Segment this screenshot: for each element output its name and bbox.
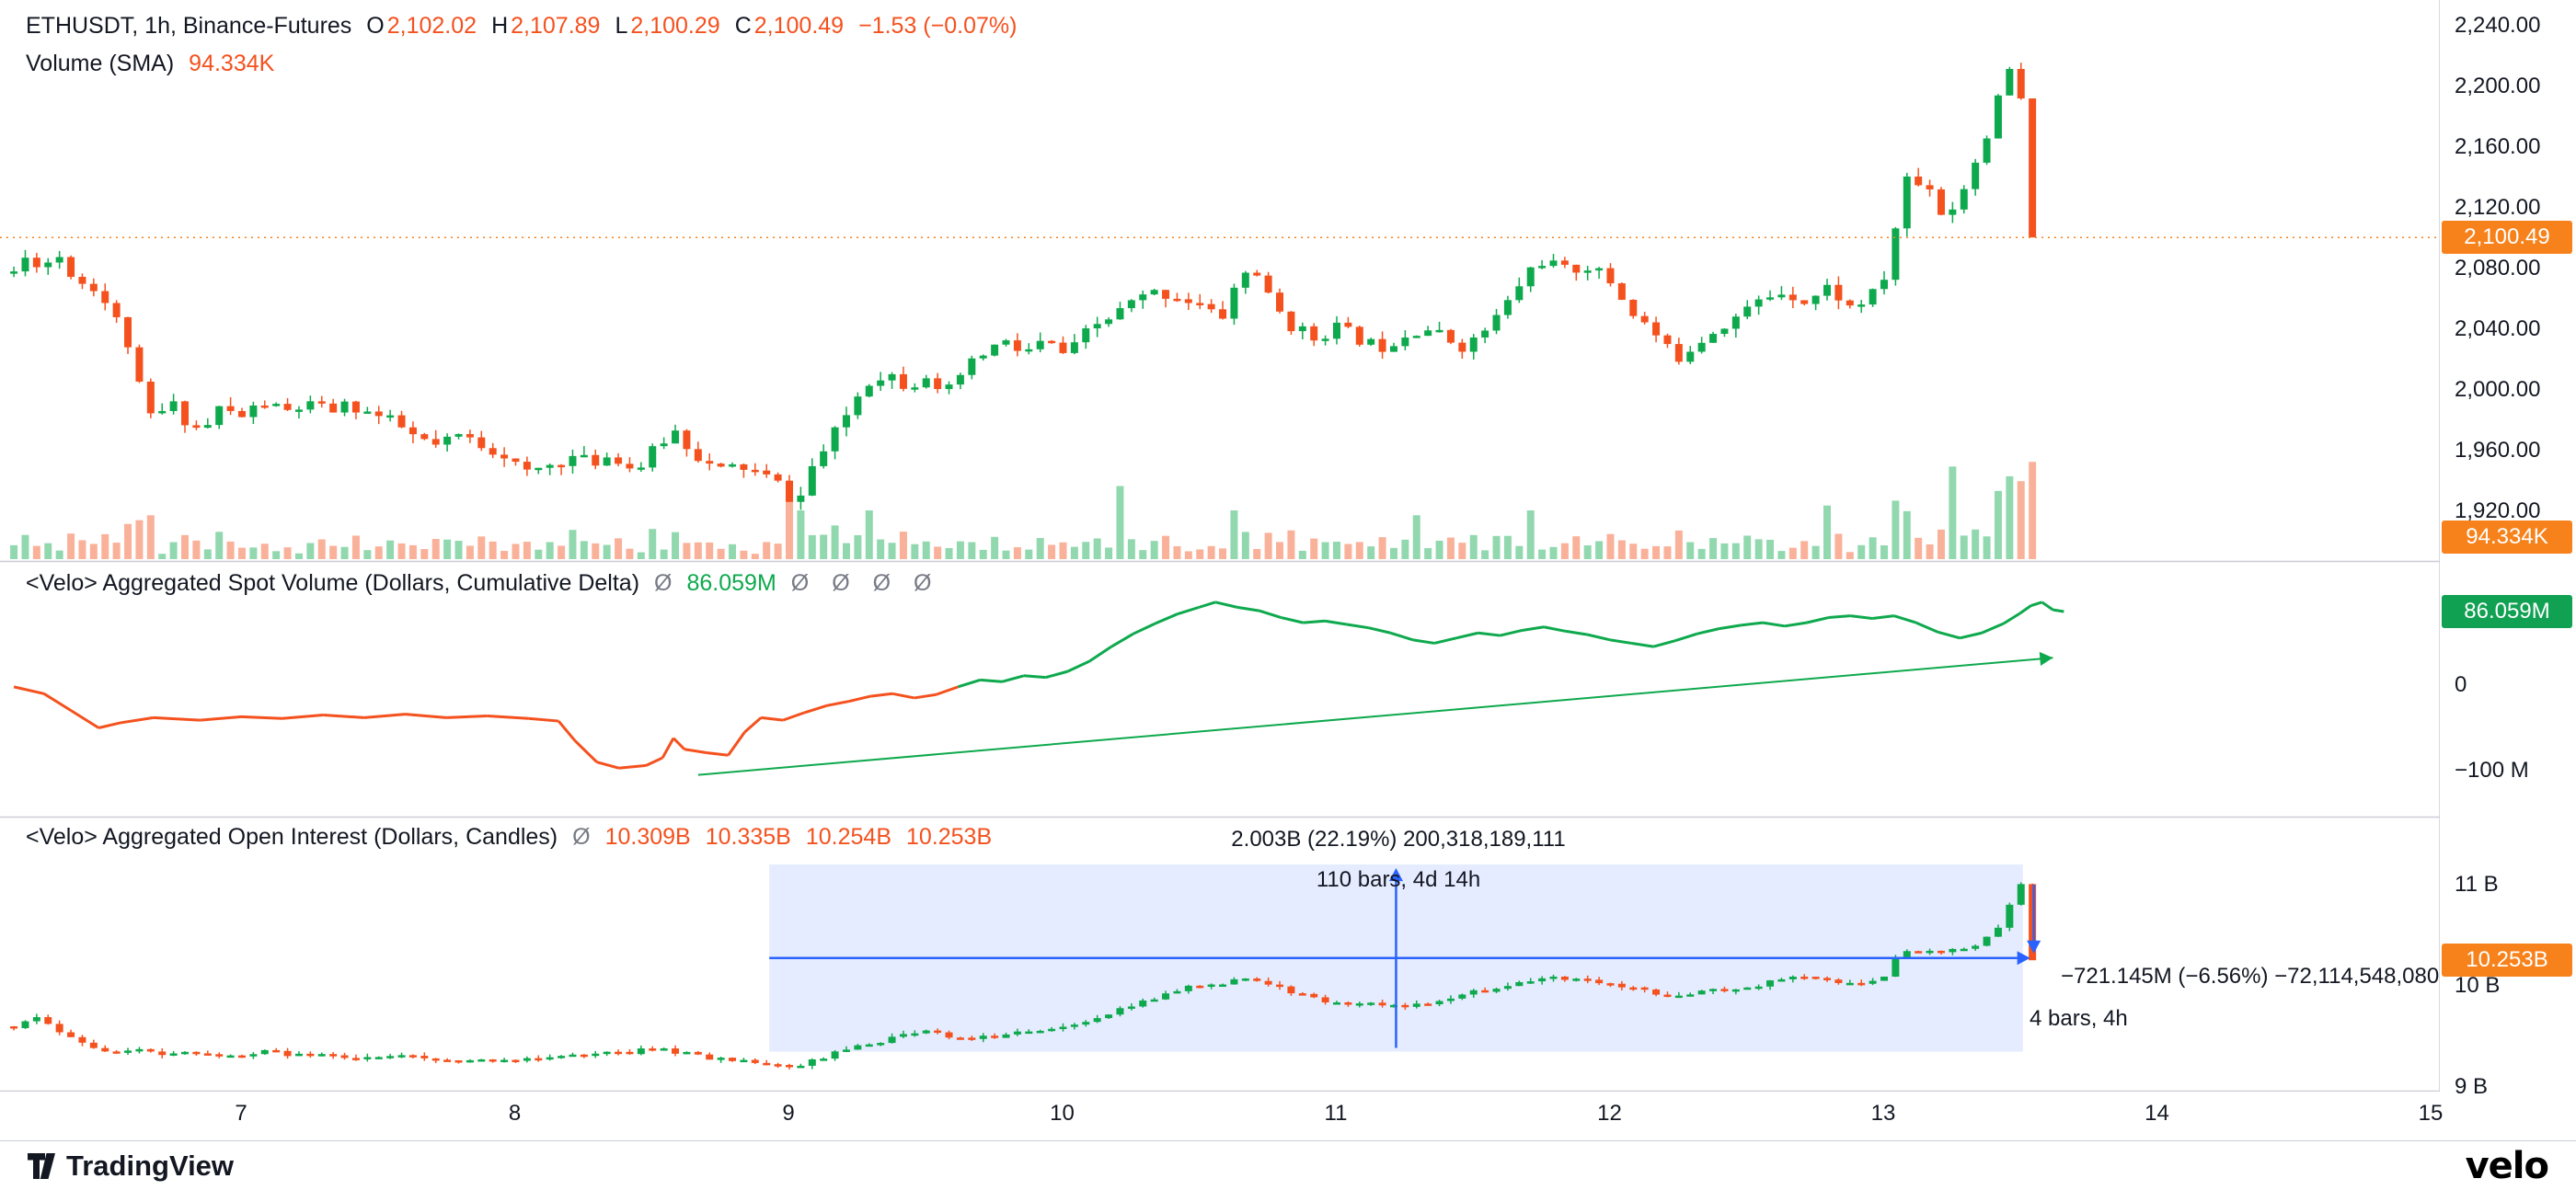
oi-low-value: 10.254B <box>805 824 891 850</box>
axis-tick-label: 2,080.00 <box>2455 256 2541 280</box>
ohlc-open: O 2,102.02 <box>366 13 477 40</box>
last-price-badge: 2,100.49 <box>2442 221 2572 255</box>
axis-tick-label: 2,240.00 <box>2455 13 2541 38</box>
tradingview-logo[interactable]: TradingView <box>28 1150 234 1183</box>
spot-cvd-legend: <Velo> Aggregated Spot Volume (Dollars, … <box>26 570 931 597</box>
measure-bars-label: 110 bars, 4d 14h <box>1316 867 1481 892</box>
time-tick-label: 9 <box>782 1101 795 1126</box>
open-interest-legend: <Velo> Aggregated Open Interest (Dollars… <box>26 824 992 851</box>
velo-wordmark[interactable]: velo <box>2465 1144 2549 1187</box>
tradingview-icon <box>28 1152 55 1179</box>
axis-tick-label: 1,960.00 <box>2455 438 2541 463</box>
spot-null-values: Ø Ø Ø Ø <box>790 570 932 596</box>
time-tick-label: 8 <box>508 1101 522 1126</box>
change-value: −1.53 (−0.07%) <box>858 13 1018 39</box>
axis-tick-label: 2,000.00 <box>2455 377 2541 402</box>
axis-tick-label: 2,200.00 <box>2455 74 2541 98</box>
axis-tick-label: 0 <box>2455 672 2467 697</box>
measure2-bars-label: 4 bars, 4h <box>2030 1006 2128 1031</box>
tradingview-wordmark: TradingView <box>66 1149 235 1182</box>
open-label: O <box>366 13 385 39</box>
ohlc-high: H 2,107.89 <box>491 13 600 40</box>
time-tick-label: 15 <box>2418 1101 2444 1126</box>
axis-tick-label: 11 B <box>2455 872 2499 897</box>
volume-value: 94.334K <box>189 51 275 76</box>
low-value: 2,100.29 <box>630 13 720 39</box>
time-tick-label: 14 <box>2145 1101 2169 1126</box>
spot-cvd-badge: 86.059M <box>2442 594 2572 628</box>
symbol-title[interactable]: ETHUSDT, 1h, Binance-Futures <box>26 13 352 39</box>
low-label: L <box>615 13 628 39</box>
time-scale[interactable]: 7 8 9 10 11 12 13 14 15 <box>0 1092 2443 1140</box>
volume-badge: 94.334K <box>2442 521 2572 554</box>
axis-tick-label: 2,040.00 <box>2455 316 2541 341</box>
measure-change-label: 2.003B (22.19%) 200,318,189,111 <box>1231 827 1566 852</box>
close-value: 2,100.49 <box>753 13 845 39</box>
measure2-change-label: −721.145M (−6.56%) −72,114,548,080 <box>2061 964 2440 989</box>
axis-tick-label: 10 B <box>2455 973 2501 998</box>
price-legend: ETHUSDT, 1h, Binance-Futures O 2,102.02 H… <box>26 13 1017 40</box>
axis-tick-label: 2,120.00 <box>2455 195 2541 220</box>
open-interest-badge: 10.253B <box>2442 944 2572 978</box>
spot-cvd-title[interactable]: <Velo> Aggregated Spot Volume (Dollars, … <box>26 570 640 596</box>
axis-tick-label: 1,920.00 <box>2455 498 2541 523</box>
volume-label[interactable]: Volume (SMA) <box>26 51 175 76</box>
axis-tick-label: −100 M <box>2455 758 2529 783</box>
oi-close-value: 10.253B <box>906 824 993 850</box>
chart-canvas[interactable] <box>0 0 2576 1140</box>
high-value: 2,107.89 <box>511 13 601 39</box>
spot-null-value: Ø <box>654 570 673 596</box>
time-tick-label: 11 <box>1324 1101 1348 1126</box>
ohlc-close: C 2,100.49 <box>735 13 844 40</box>
axis-tick-label: 2,160.00 <box>2455 134 2541 159</box>
footer: TradingView velo <box>0 1140 2576 1190</box>
spot-cvd-value: 86.059M <box>686 570 776 596</box>
ohlc-low: L 2,100.29 <box>615 13 719 40</box>
axis-tick-label: 9 B <box>2455 1074 2489 1099</box>
time-tick-label: 7 <box>235 1101 247 1126</box>
close-label: C <box>734 13 752 39</box>
high-label: H <box>491 13 509 39</box>
volume-legend: Volume (SMA) 94.334K <box>26 51 274 77</box>
oi-open-value: 10.309B <box>604 824 691 850</box>
time-tick-label: 13 <box>1870 1101 1896 1126</box>
open-value: 2,102.02 <box>386 13 477 39</box>
time-tick-label: 12 <box>1597 1101 1622 1126</box>
oi-null-value: Ø <box>572 824 591 850</box>
oi-high-value: 10.335B <box>705 824 791 850</box>
time-tick-label: 10 <box>1050 1101 1075 1126</box>
open-interest-title[interactable]: <Velo> Aggregated Open Interest (Dollars… <box>26 824 558 850</box>
